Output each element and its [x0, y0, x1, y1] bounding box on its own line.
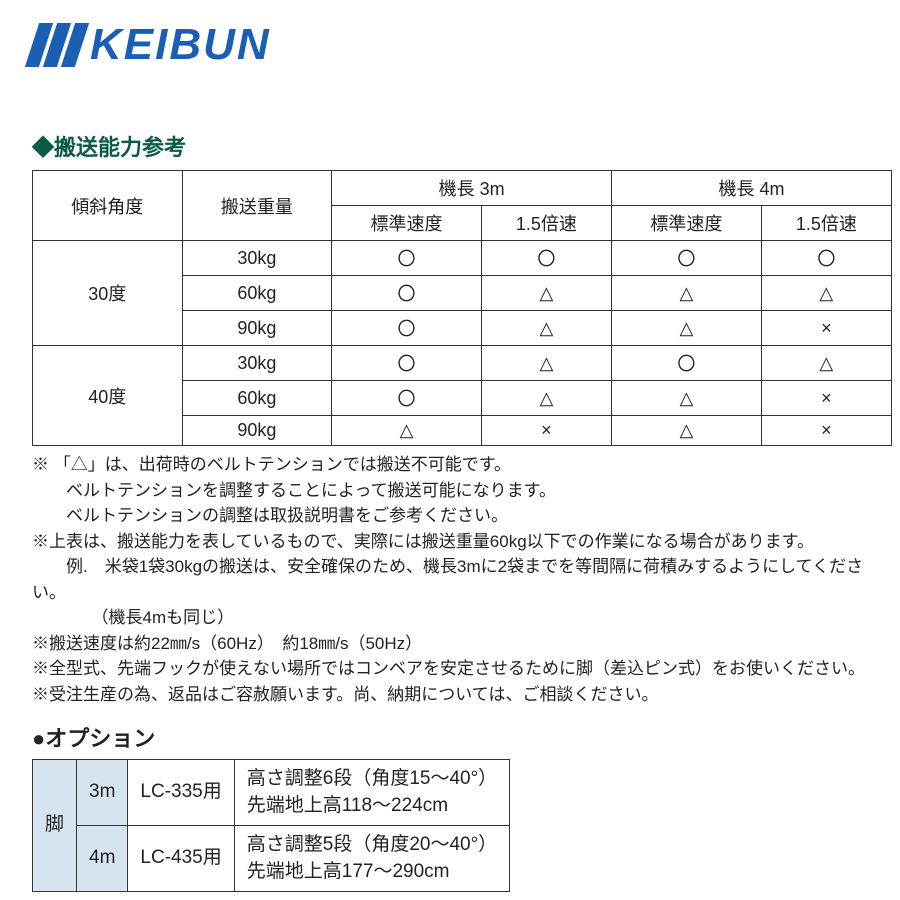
note-line: （機長4mも同じ） — [32, 605, 868, 631]
th-std: 標準速度 — [612, 206, 762, 241]
cell-mark: △ — [612, 311, 762, 346]
cell-mark: △ — [332, 416, 482, 446]
logo: KEIBUN — [32, 20, 868, 70]
cell-weight: 90kg — [182, 416, 332, 446]
cell-weight: 30kg — [182, 346, 332, 381]
cell-mark: × — [761, 381, 891, 416]
option-table: 脚 3m LC-335用 高さ調整6段（角度15〜40°）先端地上高118〜22… — [32, 759, 510, 892]
cell-angle: 30度 — [33, 241, 183, 346]
cell-weight: 30kg — [182, 241, 332, 276]
cell-mark: × — [481, 416, 611, 446]
capacity-table: 傾斜角度 搬送重量 機長 3m 機長 4m 標準速度 1.5倍速 標準速度 1.… — [32, 170, 892, 446]
option-len: 3m — [77, 760, 128, 826]
note-line: ベルトテンションの調整は取扱説明書をご参考ください。 — [32, 503, 868, 529]
cell-mark: 〇 — [332, 241, 482, 276]
th-angle: 傾斜角度 — [33, 171, 183, 241]
cell-mark: △ — [612, 276, 762, 311]
cell-mark: △ — [481, 311, 611, 346]
option-desc: 高さ調整5段（角度20〜40°）先端地上高177〜290cm — [234, 826, 509, 892]
cell-mark: × — [761, 311, 891, 346]
note-line: ベルトテンションを調整することによって搬送可能になります。 — [32, 478, 868, 504]
cell-weight: 90kg — [182, 311, 332, 346]
cell-mark: 〇 — [481, 241, 611, 276]
note-line: 例. 米袋1袋30kgの搬送は、安全確保のため、機長3mに2袋までを等間隔に荷積… — [32, 554, 868, 605]
section-title: ◆搬送能力参考 — [32, 130, 868, 162]
option-title: ●オプション — [32, 721, 868, 753]
cell-mark: △ — [612, 416, 762, 446]
cell-mark: △ — [481, 346, 611, 381]
logo-bars — [32, 23, 82, 67]
option-desc: 高さ調整6段（角度15〜40°）先端地上高118〜224cm — [234, 760, 509, 826]
cell-mark: 〇 — [761, 241, 891, 276]
option-model: LC-335用 — [128, 760, 234, 826]
note-line: ※全型式、先端フックが使えない場所ではコンベアを安定させるために脚（差込ピン式）… — [32, 656, 868, 682]
th-len3: 機長 3m — [332, 171, 612, 206]
cell-mark: 〇 — [612, 241, 762, 276]
cell-mark: △ — [761, 346, 891, 381]
note-line: ※受注生産の為、返品はご容赦願います。尚、納期については、ご相談ください。 — [32, 682, 868, 708]
th-fast: 1.5倍速 — [761, 206, 891, 241]
cell-weight: 60kg — [182, 276, 332, 311]
cell-weight: 60kg — [182, 381, 332, 416]
cell-mark: △ — [761, 276, 891, 311]
cell-mark: 〇 — [332, 381, 482, 416]
notes: ※ 「△」は、出荷時のベルトテンションでは搬送不可能です。 ベルトテンションを調… — [32, 452, 868, 707]
option-model: LC-435用 — [128, 826, 234, 892]
note-line: ※ 「△」は、出荷時のベルトテンションでは搬送不可能です。 — [32, 452, 868, 478]
option-len: 4m — [77, 826, 128, 892]
cell-mark: 〇 — [332, 346, 482, 381]
th-fast: 1.5倍速 — [481, 206, 611, 241]
note-line: ※上表は、搬送能力を表しているもので、実際には搬送重量60kg以下での作業になる… — [32, 529, 868, 555]
th-weight: 搬送重量 — [182, 171, 332, 241]
cell-mark: × — [761, 416, 891, 446]
cell-angle: 40度 — [33, 346, 183, 446]
cell-mark: △ — [481, 381, 611, 416]
th-std: 標準速度 — [332, 206, 482, 241]
cell-mark: 〇 — [332, 276, 482, 311]
option-label: 脚 — [33, 760, 77, 892]
cell-mark: △ — [481, 276, 611, 311]
th-len4: 機長 4m — [612, 171, 892, 206]
logo-text: KEIBUN — [90, 20, 271, 70]
cell-mark: △ — [612, 381, 762, 416]
cell-mark: 〇 — [612, 346, 762, 381]
cell-mark: 〇 — [332, 311, 482, 346]
note-line: ※搬送速度は約22㎜/s（60Hz） 約18㎜/s（50Hz） — [32, 631, 868, 657]
